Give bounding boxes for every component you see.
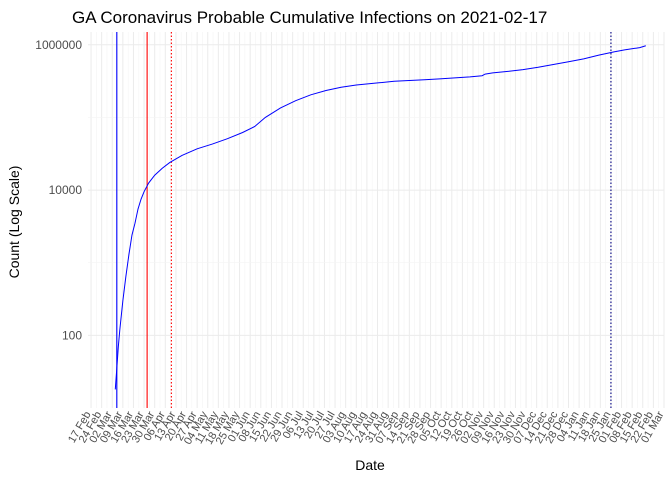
series-line — [114, 45, 646, 390]
series-layer — [114, 45, 646, 390]
gridlines — [88, 32, 665, 408]
y-tick-label: 1000000 — [35, 38, 82, 52]
y-tick-label: 100 — [62, 328, 82, 342]
y-axis-title: Count (Log Scale) — [6, 166, 22, 279]
y-tick-label: 10000 — [49, 183, 83, 197]
reference-lines — [116, 32, 612, 408]
x-axis-title: Date — [355, 457, 385, 473]
chart-title: GA Coronavirus Probable Cumulative Infec… — [72, 8, 547, 27]
y-axis-ticks: 100 10000 1000000 — [35, 38, 82, 343]
